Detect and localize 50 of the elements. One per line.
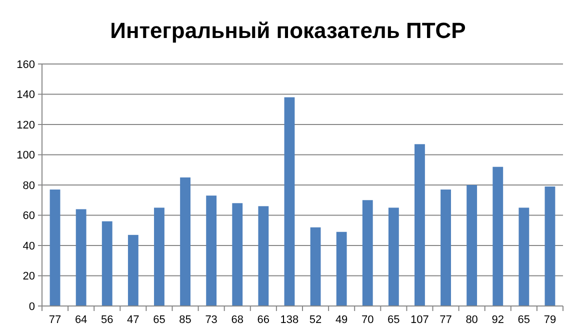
y-tick-label: 140 <box>16 89 35 102</box>
bar <box>284 97 295 306</box>
x-tick-label: 65 <box>153 314 166 326</box>
bar <box>388 208 399 306</box>
x-tick-label: 92 <box>492 314 504 326</box>
bar <box>544 186 556 306</box>
bar <box>440 190 451 306</box>
x-tick-label: 73 <box>205 314 218 326</box>
y-tick-label: 160 <box>16 58 35 71</box>
x-tick-label: 85 <box>179 314 192 326</box>
y-tick-label: 40 <box>22 240 35 252</box>
y-tick-label: 120 <box>16 119 35 132</box>
bar <box>206 196 217 306</box>
x-tick-label: 68 <box>231 314 244 326</box>
x-tick-label: 70 <box>362 314 374 326</box>
bar <box>102 221 112 306</box>
bar <box>492 166 504 306</box>
bar <box>154 208 164 306</box>
x-tick-label: 64 <box>74 314 88 326</box>
bar <box>258 206 269 306</box>
bar <box>336 232 347 306</box>
bar <box>310 227 321 306</box>
bar <box>180 177 190 306</box>
bar <box>414 144 425 306</box>
x-tick-label: 107 <box>410 314 429 326</box>
x-tick-label: 49 <box>335 314 348 326</box>
bar <box>76 209 86 306</box>
bar <box>466 185 478 306</box>
x-tick-label: 77 <box>48 314 62 326</box>
bar <box>362 200 373 306</box>
bar <box>232 203 243 306</box>
y-tick-label: 20 <box>22 270 35 283</box>
x-tick-label: 80 <box>466 314 478 326</box>
bar <box>50 190 60 306</box>
bar <box>518 208 530 306</box>
x-tick-label: 66 <box>257 314 270 326</box>
y-tick-label: 100 <box>16 150 35 162</box>
y-tick-label: 60 <box>22 210 35 222</box>
chart-title: Интегральный показатель ПТСР <box>110 18 466 43</box>
x-tick-label: 79 <box>544 314 556 326</box>
x-tick-label: 65 <box>518 314 530 326</box>
x-tick-label: 138 <box>280 314 299 326</box>
x-tick-label: 52 <box>309 314 322 326</box>
x-tick-label: 47 <box>127 314 140 326</box>
x-tick-label: 56 <box>101 314 114 326</box>
x-tick-label: 65 <box>388 314 400 326</box>
bar <box>128 234 138 306</box>
x-tick-label: 77 <box>440 314 452 326</box>
y-tick-label: 80 <box>22 180 35 192</box>
y-tick-label: 0 <box>28 300 35 313</box>
